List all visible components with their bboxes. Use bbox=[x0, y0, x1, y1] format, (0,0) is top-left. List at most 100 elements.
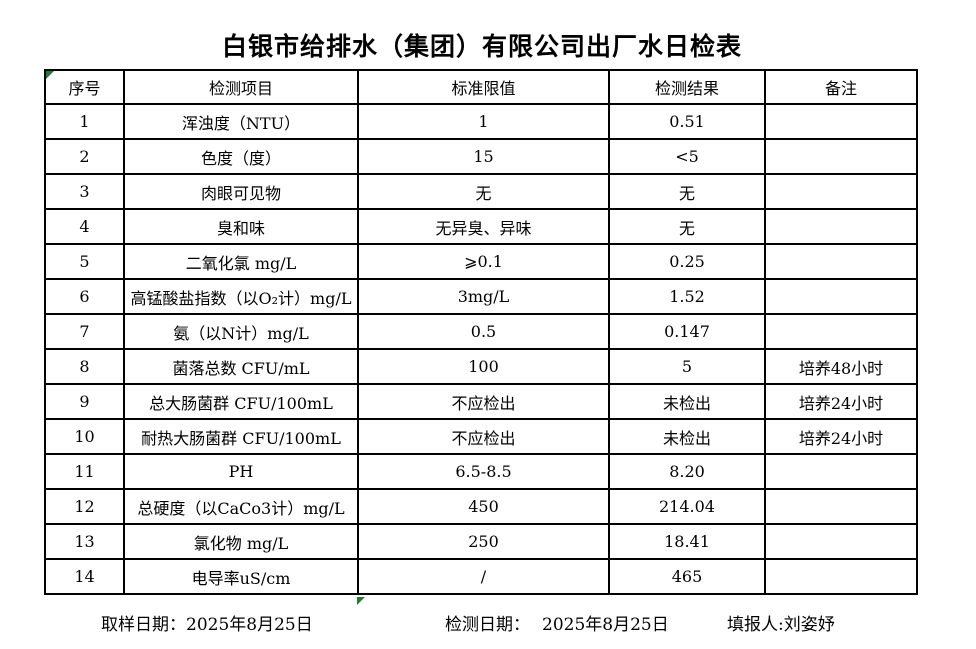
cell-limit: 不应检出 bbox=[357, 383, 610, 420]
cell-result: 1.52 bbox=[608, 278, 766, 315]
cell-note bbox=[764, 243, 918, 280]
cell-limit: 15 bbox=[357, 138, 610, 175]
cell-result: 未检出 bbox=[608, 383, 766, 420]
cell-limit: 无异臭、异味 bbox=[357, 208, 610, 245]
cell-item: 总硬度（以CaCo3计）mg/L bbox=[123, 488, 359, 525]
cell-note bbox=[764, 313, 918, 350]
cell-result: <5 bbox=[608, 138, 766, 175]
cell-note bbox=[764, 173, 918, 210]
column-header-note: 备注 bbox=[764, 69, 918, 105]
table-row: 5 二氧化氯 mg/L ⩾0.1 0.25 bbox=[44, 243, 918, 280]
header-row: 序号 检测项目 标准限值 检测结果 备注 bbox=[44, 69, 918, 105]
reporter-value: 刘姿妤 bbox=[783, 615, 835, 635]
column-header-limit: 标准限值 bbox=[357, 69, 610, 105]
table-row: 12 总硬度（以CaCo3计）mg/L 450 214.04 bbox=[44, 488, 918, 525]
cell-item: 菌落总数 CFU/mL bbox=[123, 348, 359, 385]
cell-index: 9 bbox=[44, 383, 125, 420]
cell-result: 无 bbox=[608, 208, 766, 245]
cell-item: 电导率uS/cm bbox=[123, 558, 359, 595]
cell-index: 11 bbox=[44, 453, 125, 490]
cell-index: 7 bbox=[44, 313, 125, 350]
cell-limit: 无 bbox=[357, 173, 610, 210]
cell-note bbox=[764, 278, 918, 315]
cell-note: 培养24小时 bbox=[764, 418, 918, 455]
reporter-label: 填报人: bbox=[727, 615, 784, 635]
cell-item: 总大肠菌群 CFU/100mL bbox=[123, 383, 359, 420]
column-header-index: 序号 bbox=[44, 69, 125, 105]
test-date-value: 2025年8月25日 bbox=[542, 615, 669, 635]
cell-result: 0.51 bbox=[608, 103, 766, 140]
cell-note bbox=[764, 103, 918, 140]
cell-error-marker-icon bbox=[357, 597, 365, 605]
table-row: 13 氯化物 mg/L 250 18.41 bbox=[44, 523, 918, 560]
cell-limit: / bbox=[357, 558, 610, 595]
cell-item: 肉眼可见物 bbox=[123, 173, 359, 210]
table-row: 2 色度（度） 15 <5 bbox=[44, 138, 918, 175]
cell-index: 12 bbox=[44, 488, 125, 525]
cell-note bbox=[764, 523, 918, 560]
column-header-item: 检测项目 bbox=[123, 69, 359, 105]
cell-result: 465 bbox=[608, 558, 766, 595]
cell-index: 3 bbox=[44, 173, 125, 210]
test-date-label: 检测日期： bbox=[445, 615, 530, 635]
cell-note bbox=[764, 453, 918, 490]
cell-limit: ⩾0.1 bbox=[357, 243, 610, 280]
cell-result: 18.41 bbox=[608, 523, 766, 560]
cell-index: 2 bbox=[44, 138, 125, 175]
test-date: 检测日期： 2025年8月25日 bbox=[445, 610, 669, 635]
cell-index: 6 bbox=[44, 278, 125, 315]
cell-result: 8.20 bbox=[608, 453, 766, 490]
cell-index: 14 bbox=[44, 558, 125, 595]
table-row: 11 PH 6.5-8.5 8.20 bbox=[44, 453, 918, 490]
cell-index: 10 bbox=[44, 418, 125, 455]
cell-limit: 0.5 bbox=[357, 313, 610, 350]
table-row: 10 耐热大肠菌群 CFU/100mL 不应检出 未检出 培养24小时 bbox=[44, 418, 918, 455]
page-title: 白银市给排水（集团）有限公司出厂水日检表 bbox=[221, 32, 742, 61]
cell-index: 1 bbox=[44, 103, 125, 140]
cell-limit: 6.5-8.5 bbox=[357, 453, 610, 490]
cell-index: 5 bbox=[44, 243, 125, 280]
cell-item: PH bbox=[123, 453, 359, 490]
cell-limit: 100 bbox=[357, 348, 610, 385]
table-body: 1 浑浊度（NTU） 1 0.51 2 色度（度） 15 <5 3 肉眼可见物无无 4 臭和味 无异臭、… bbox=[44, 103, 918, 595]
cell-index: 8 bbox=[44, 348, 125, 385]
table-row: 8 菌落总数 CFU/mL 100 5 培养48小时 bbox=[44, 348, 918, 385]
cell-item: 氨（以N计）mg/L bbox=[123, 313, 359, 350]
table-row: 7 氨（以N计）mg/L 0.5 0.147 bbox=[44, 313, 918, 350]
sampling-date-label: 取样日期： bbox=[101, 615, 186, 635]
table-row: 14 电导率uS/cm/465 bbox=[44, 558, 918, 595]
cell-item: 高锰酸盐指数（以O₂计）mg/L bbox=[123, 278, 359, 315]
sampling-date-value: 2025年8月25日 bbox=[186, 615, 313, 635]
cell-result: 未检出 bbox=[608, 418, 766, 455]
cell-item: 二氧化氯 mg/L bbox=[123, 243, 359, 280]
table-row: 9 总大肠菌群 CFU/100mL 不应检出 未检出 培养24小时 bbox=[44, 383, 918, 420]
daily-inspection-table: 序号 检测项目 标准限值 检测结果 备注 1 浑浊度（NTU） 1 0.51 2 色度（度） 15 <… bbox=[44, 69, 918, 595]
cell-item: 氯化物 mg/L bbox=[123, 523, 359, 560]
cell-limit: 3mg/L bbox=[357, 278, 610, 315]
cell-index: 13 bbox=[44, 523, 125, 560]
cell-limit: 250 bbox=[357, 523, 610, 560]
cell-limit: 450 bbox=[357, 488, 610, 525]
cell-note: 培养48小时 bbox=[764, 348, 918, 385]
table-row: 6 高锰酸盐指数（以O₂计）mg/L 3mg/L 1.52 bbox=[44, 278, 918, 315]
sampling-date: 取样日期：2025年8月25日 bbox=[101, 610, 313, 635]
reporter: 填报人:刘姿妤 bbox=[727, 610, 835, 635]
cell-item: 臭和味 bbox=[123, 208, 359, 245]
table-row: 3 肉眼可见物无无 bbox=[44, 173, 918, 210]
table-row: 4 臭和味 无异臭、异味无 bbox=[44, 208, 918, 245]
cell-result: 0.147 bbox=[608, 313, 766, 350]
cell-limit: 不应检出 bbox=[357, 418, 610, 455]
cell-result: 0.25 bbox=[608, 243, 766, 280]
cell-item: 耐热大肠菌群 CFU/100mL bbox=[123, 418, 359, 455]
column-header-result: 检测结果 bbox=[608, 69, 766, 105]
cell-result: 5 bbox=[608, 348, 766, 385]
cell-item: 浑浊度（NTU） bbox=[123, 103, 359, 140]
cell-note: 培养24小时 bbox=[764, 383, 918, 420]
table-row: 1 浑浊度（NTU） 1 0.51 bbox=[44, 103, 918, 140]
cell-note bbox=[764, 138, 918, 175]
cell-note bbox=[764, 208, 918, 245]
cell-note bbox=[764, 488, 918, 525]
cell-limit: 1 bbox=[357, 103, 610, 140]
cell-index: 4 bbox=[44, 208, 125, 245]
